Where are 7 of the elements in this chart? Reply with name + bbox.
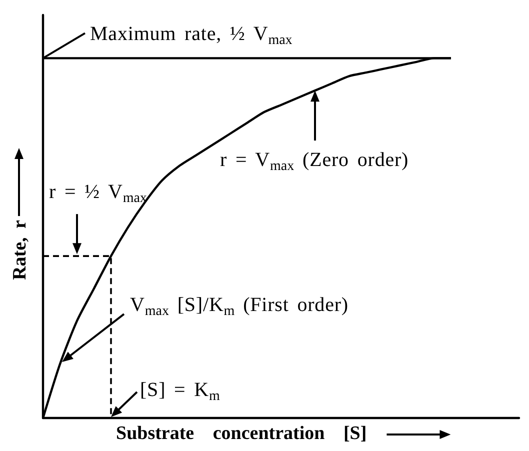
annotation: r = V$_{max}$ (Zero order)	[220, 148, 409, 174]
text: Maximum rate, ½ V$_{max}$	[90, 23, 292, 48]
annotation: r = ½ V$_{max}$	[49, 181, 147, 206]
y-axis-title: Rate, r	[10, 220, 30, 280]
annotation: V$_{max}$ [S]/K$_{m}$ (First order)	[130, 294, 348, 320]
annotation: [S] = K$_{m}$	[140, 379, 220, 404]
x-axis-title: Substrate concentration [S]	[116, 423, 367, 444]
